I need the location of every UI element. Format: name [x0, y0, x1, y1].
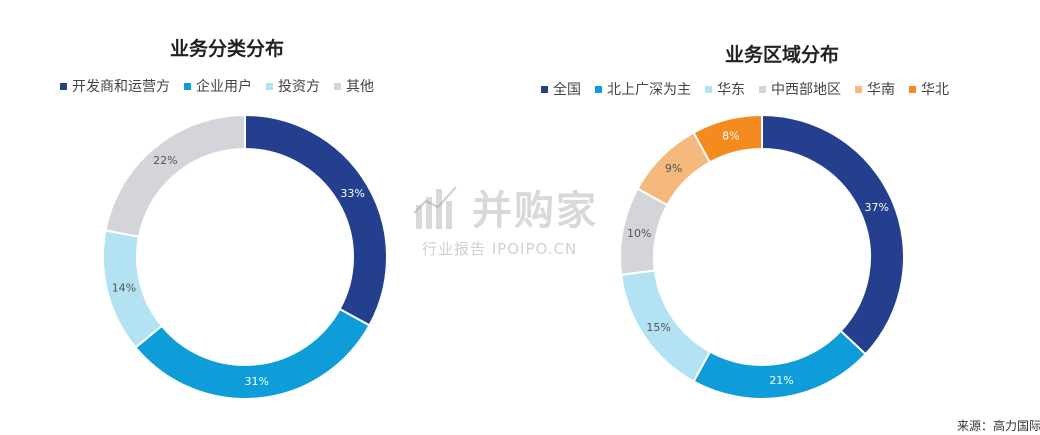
- data-label: 31%: [245, 375, 269, 388]
- legend-marker-icon: [184, 82, 191, 90]
- legend-marker-icon: [266, 82, 273, 90]
- legend: 开发商和运营方 企业用户 投资方 其他: [60, 76, 374, 96]
- donut-slice-0: [244, 113, 388, 327]
- legend-item: 投资方: [266, 76, 320, 96]
- legend-marker-icon: [855, 85, 862, 93]
- data-label: 8%: [722, 129, 739, 142]
- legend-item: 华南: [855, 79, 895, 99]
- legend-label: 华南: [867, 82, 895, 98]
- legend-label: 华北: [921, 82, 949, 98]
- legend-label: 全国: [553, 82, 581, 98]
- chart-business-region: 业务区域分布 全国 北上广深为主 华东 中西部地区 华南 华北 37% 21% 15% 10% 9…: [520, 0, 1020, 435]
- legend-item: 企业用户: [184, 76, 252, 96]
- data-label: 9%: [665, 162, 682, 175]
- legend-label: 华东: [717, 82, 745, 98]
- donut-slice-1: [692, 329, 867, 400]
- legend-label: 中西部地区: [771, 82, 841, 98]
- donut-slice-0: [761, 113, 905, 356]
- donut-slice-3: [104, 113, 246, 238]
- legend-item: 其他: [334, 76, 374, 96]
- legend-label: 其他: [346, 79, 374, 95]
- chart-title: 业务分类分布: [169, 38, 284, 60]
- chart-title: 业务区域分布: [724, 44, 839, 66]
- legend-marker-icon: [334, 82, 341, 90]
- legend-marker-icon: [60, 82, 67, 90]
- legend-item: 北上广深为主: [595, 79, 691, 99]
- data-label: 15%: [646, 321, 670, 334]
- legend-item: 华北: [909, 79, 949, 99]
- legend-marker-icon: [759, 85, 766, 93]
- donut-chart: 37% 21% 15% 10% 9% 8%: [619, 113, 905, 400]
- donut-slice-5: [692, 113, 763, 164]
- source-note: 来源：高力国际: [957, 419, 1040, 433]
- data-label: 37%: [864, 201, 888, 214]
- legend-marker-icon: [595, 85, 602, 93]
- legend-label: 企业用户: [196, 79, 252, 95]
- data-label: 33%: [340, 187, 364, 200]
- legend-item: 华东: [705, 79, 745, 99]
- legend-marker-icon: [909, 85, 916, 93]
- legend-item: 全国: [541, 79, 581, 99]
- legend-label: 开发商和运营方: [72, 79, 170, 95]
- data-label: 22%: [153, 154, 177, 167]
- data-label: 21%: [769, 374, 793, 387]
- donut-chart: 33% 31% 14% 22%: [102, 113, 388, 400]
- legend-item: 中西部地区: [759, 79, 841, 99]
- legend: 全国 北上广深为主 华东 中西部地区 华南 华北: [541, 79, 949, 99]
- data-label: 10%: [627, 227, 651, 240]
- legend-item: 开发商和运营方: [60, 76, 170, 96]
- legend-label: 北上广深为主: [607, 82, 691, 98]
- legend-marker-icon: [705, 85, 712, 93]
- legend-label: 投资方: [278, 79, 320, 95]
- data-label: 14%: [112, 282, 136, 295]
- chart-business-category: 业务分类分布 开发商和运营方 企业用户 投资方 其他 33% 31% 14% 22%: [0, 0, 500, 435]
- legend-marker-icon: [541, 85, 548, 93]
